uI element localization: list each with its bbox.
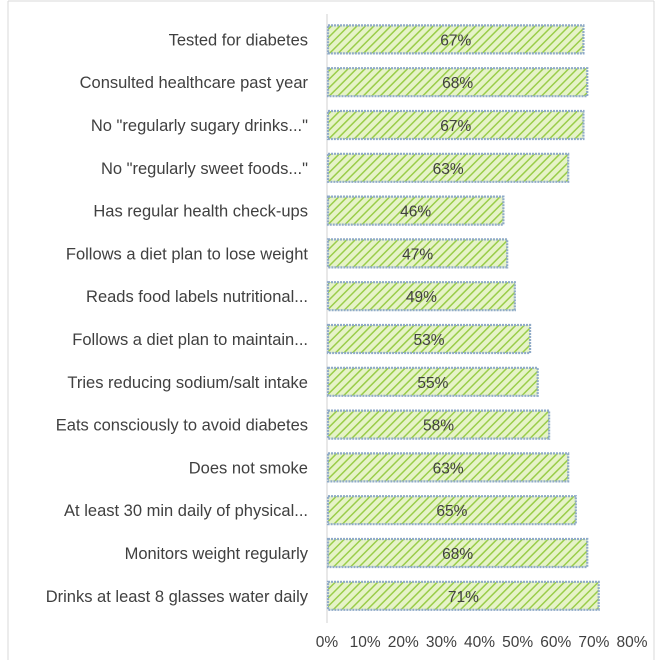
x-tick-label: 20% [388, 634, 419, 651]
data-label: 63% [433, 161, 464, 178]
data-label: 63% [433, 460, 464, 477]
data-label: 68% [442, 546, 473, 563]
category-label: Follows a diet plan to maintain... [72, 331, 308, 349]
category-label: Tries reducing sodium/salt intake [67, 374, 308, 392]
x-tick-label: 70% [578, 634, 609, 651]
bar [326, 323, 532, 355]
data-label: 49% [406, 289, 437, 306]
bar [326, 152, 570, 183]
bar [326, 409, 551, 440]
category-label: Drinks at least 8 glasses water daily [46, 588, 309, 606]
category-label: Tested for diabetes [169, 31, 308, 49]
category-label: At least 30 min daily of physical... [64, 502, 308, 520]
category-label: Does not smoke [189, 459, 308, 477]
category-label: Has regular health check-ups [93, 203, 308, 221]
x-tick-label: 10% [350, 634, 381, 651]
bar [326, 67, 589, 98]
data-label: 58% [423, 418, 454, 435]
data-label: 47% [402, 246, 433, 263]
bar [326, 24, 585, 55]
bar [326, 238, 509, 269]
bar [326, 195, 505, 226]
data-label: 67% [440, 118, 471, 135]
category-label: Eats consciously to avoid diabetes [56, 417, 308, 435]
data-label: 46% [400, 204, 431, 221]
x-tick-label: 80% [616, 634, 647, 651]
data-label: 65% [436, 503, 467, 520]
x-tick-label: 0% [316, 634, 339, 651]
category-label: No "regularly sweet foods..." [101, 160, 308, 178]
x-tick-label: 60% [540, 634, 571, 651]
category-label: Consulted healthcare past year [80, 74, 309, 92]
data-label: 55% [417, 375, 448, 392]
bar [326, 580, 600, 611]
bar [326, 452, 570, 483]
bar [326, 366, 539, 397]
bar [326, 537, 589, 569]
category-label: No "regularly sugary drinks..." [91, 117, 308, 135]
x-tick-label: 30% [426, 634, 457, 651]
data-label: 71% [448, 589, 479, 606]
data-label: 68% [442, 75, 473, 92]
x-tick-label: 40% [464, 634, 495, 651]
category-label: Monitors weight regularly [125, 545, 309, 563]
data-label: 53% [414, 332, 445, 349]
bar [326, 281, 516, 312]
category-label: Follows a diet plan to lose weight [66, 245, 309, 263]
bar [326, 495, 577, 526]
bar [326, 109, 585, 141]
x-tick-label: 50% [502, 634, 533, 651]
data-label: 67% [440, 32, 471, 49]
category-label: Reads food labels nutritional... [86, 288, 308, 306]
